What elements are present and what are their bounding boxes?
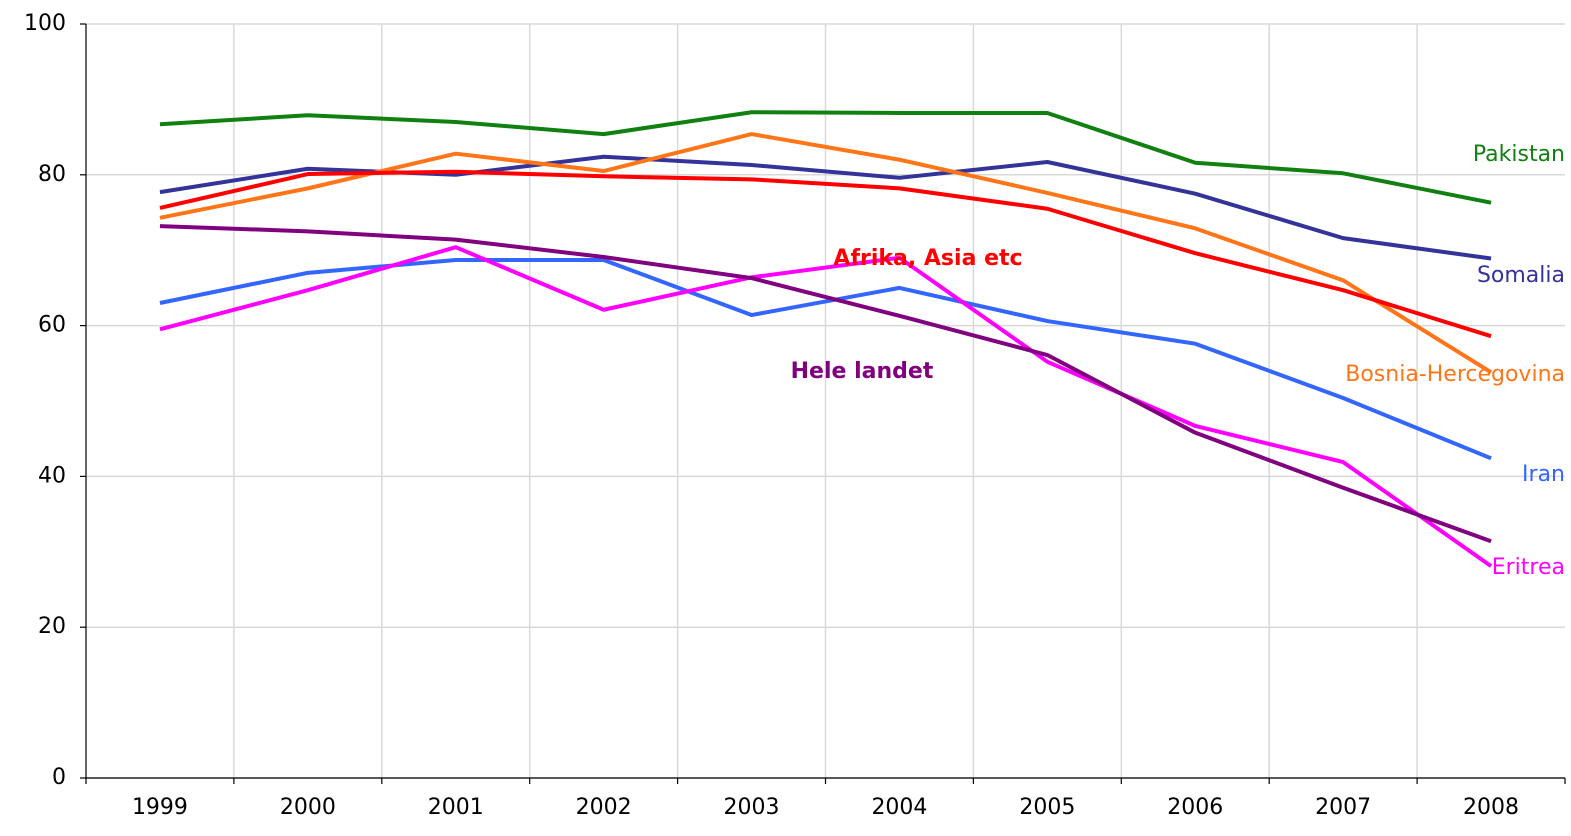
series-label: Eritrea <box>1492 555 1565 580</box>
y-tick-label: 20 <box>38 614 66 639</box>
series-label: Afrika, Asia etc <box>833 246 1022 271</box>
series-label: Somalia <box>1477 263 1565 288</box>
series-line <box>159 224 1492 544</box>
y-tick-label: 60 <box>38 313 66 338</box>
series-label: Pakistan <box>1473 142 1565 167</box>
y-tick-label: 0 <box>52 765 66 790</box>
series-line <box>159 245 1493 568</box>
x-tick-label: 2005 <box>1019 795 1075 820</box>
x-tick-label: 2003 <box>724 795 780 820</box>
series-line <box>159 169 1492 339</box>
x-tick-label: 2007 <box>1315 795 1371 820</box>
series-label: Bosnia-Hercegovina <box>1345 362 1565 387</box>
series-label: Iran <box>1522 462 1565 487</box>
series-label: Hele landet <box>791 359 934 384</box>
x-tick-label: 2001 <box>428 795 484 820</box>
x-tick-label: 2004 <box>871 795 927 820</box>
x-tick-label: 1999 <box>132 795 188 820</box>
series-line <box>159 258 1492 461</box>
x-tick-label: 2002 <box>576 795 632 820</box>
x-tick-label: 2008 <box>1463 795 1519 820</box>
y-tick-label: 80 <box>38 162 66 187</box>
series-line <box>159 110 1492 205</box>
y-tick-label: 40 <box>38 463 66 488</box>
x-tick-label: 2006 <box>1167 795 1223 820</box>
x-tick-label: 2000 <box>280 795 336 820</box>
y-tick-label: 100 <box>24 11 66 36</box>
